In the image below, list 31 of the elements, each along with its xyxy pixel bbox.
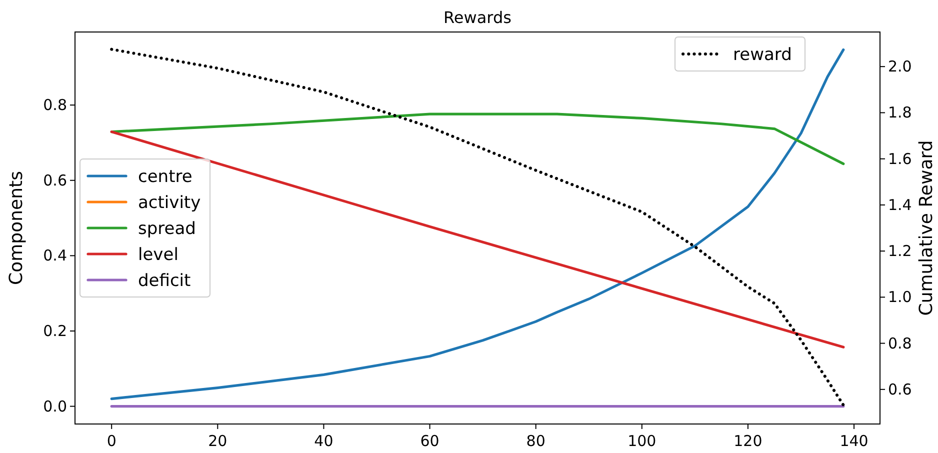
y2-tick-label: 0.8	[888, 334, 912, 352]
x-tick-label: 60	[420, 432, 440, 450]
chart-title: Rewards	[444, 8, 512, 27]
legend-label: level	[138, 245, 178, 265]
x-tick-label: 120	[734, 432, 762, 450]
x-tick-label: 0	[106, 432, 116, 450]
y2-tick-label: 2.0	[888, 58, 912, 76]
y2-tick-label: 1.8	[888, 104, 912, 122]
y-axis-title: Components	[6, 171, 27, 285]
x-tick-label: 20	[208, 432, 228, 450]
y-tick-label: 0.2	[43, 322, 67, 340]
y2-tick-label: 0.6	[888, 380, 912, 398]
y2-tick-label: 1.0	[888, 288, 912, 306]
y-tick-label: 0.8	[43, 96, 67, 114]
x-tick-label: 100	[628, 432, 656, 450]
y2-tick-label: 1.4	[888, 196, 912, 214]
y2-tick-label: 1.2	[888, 242, 912, 260]
y-tick-label: 0.4	[43, 246, 67, 265]
y2-axis-title: Cumulative Reward	[916, 140, 937, 316]
legend-label: centre	[138, 167, 192, 187]
line-series	[110, 112, 845, 166]
legend-label: deficit	[138, 271, 192, 291]
legend-label: reward	[733, 45, 792, 65]
legend-label: spread	[138, 219, 196, 239]
x-tick-label: 40	[314, 432, 334, 450]
y-tick-label: 0.0	[43, 397, 67, 416]
legend-label: activity	[138, 193, 201, 213]
y2-tick-label: 1.6	[888, 150, 912, 168]
x-tick-label: 140	[840, 432, 868, 450]
y-tick-label: 0.6	[43, 171, 67, 190]
x-tick-label: 80	[526, 432, 546, 450]
